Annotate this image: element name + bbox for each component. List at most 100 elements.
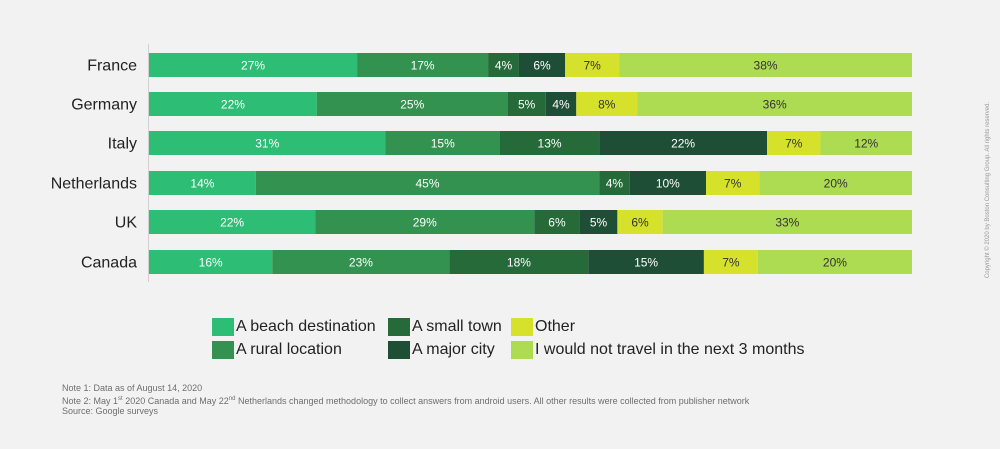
legend-item-a-small-town: A small town xyxy=(388,318,510,336)
bar-segment-canada-a-rural-location xyxy=(272,250,450,274)
bar-segment-france-a-beach-destination xyxy=(149,53,358,77)
legend-item-i-would-not-travel-in-the-next-3-months: I would not travel in the next 3 months xyxy=(511,341,804,359)
bar-segment-uk-i-would-not-travel-in-the-next-3-months xyxy=(662,210,912,234)
bar-segment-uk-a-rural-location xyxy=(315,210,535,234)
bar-segment-italy-other xyxy=(767,131,821,155)
legend-swatch xyxy=(388,318,410,336)
data-label: 29% xyxy=(413,216,437,230)
data-label: 6% xyxy=(533,59,551,73)
data-label: 16% xyxy=(199,256,223,270)
bar-segment-germany-a-major-city xyxy=(545,92,577,116)
data-label: 4% xyxy=(495,59,513,73)
data-label: 22% xyxy=(220,216,244,230)
legend-label: A small town xyxy=(412,318,502,335)
bar-segment-germany-a-beach-destination xyxy=(149,92,317,116)
bar-segment-germany-other xyxy=(576,92,638,116)
data-label: 7% xyxy=(785,137,803,151)
data-label: 38% xyxy=(754,59,778,73)
bar-segment-uk-a-major-city xyxy=(579,210,618,234)
data-label: 10% xyxy=(656,177,680,191)
data-label: 20% xyxy=(823,256,847,270)
bar-segment-canada-a-beach-destination xyxy=(149,250,273,274)
legend-item-a-beach-destination: A beach destination xyxy=(212,318,387,336)
data-label: 5% xyxy=(590,216,608,230)
bar-segment-france-a-rural-location xyxy=(357,53,489,77)
legend-swatch xyxy=(388,341,410,359)
bar-segment-germany-a-rural-location xyxy=(316,92,508,116)
category-label: UK xyxy=(115,215,138,232)
data-label: 22% xyxy=(671,137,695,151)
category-label: Germany xyxy=(71,97,137,114)
bar-segment-france-other xyxy=(565,53,620,77)
note-1: Note 1: Data as of August 14, 2020 xyxy=(62,383,203,393)
data-label: 25% xyxy=(400,98,424,112)
category-label: France xyxy=(87,58,137,75)
bar-segment-netherlands-a-rural-location xyxy=(255,171,600,195)
legend-swatch xyxy=(212,318,234,336)
data-label: 7% xyxy=(724,177,742,191)
bar-segment-germany-a-small-town xyxy=(507,92,546,116)
data-label: 31% xyxy=(255,137,279,151)
bar-segment-netherlands-i-would-not-travel-in-the-next-3-months xyxy=(759,171,912,195)
legend-label: A rural location xyxy=(236,341,342,358)
bar-segment-canada-other xyxy=(703,250,758,274)
data-label: 6% xyxy=(548,216,566,230)
category-label: Canada xyxy=(81,255,137,272)
legend-swatch xyxy=(511,341,533,359)
bar-segment-canada-i-would-not-travel-in-the-next-3-months xyxy=(757,250,912,274)
bar-segment-italy-i-would-not-travel-in-the-next-3-months xyxy=(820,131,912,155)
data-label: 20% xyxy=(824,177,848,191)
bar-segment-netherlands-other xyxy=(705,171,760,195)
bar-segment-uk-a-beach-destination xyxy=(149,210,316,234)
data-label: 13% xyxy=(538,137,562,151)
data-label: 7% xyxy=(722,256,740,270)
legend-label: A major city xyxy=(412,341,495,358)
category-label: Italy xyxy=(108,136,137,153)
data-label: 18% xyxy=(507,256,531,270)
legend-label: I would not travel in the next 3 months xyxy=(535,341,805,358)
data-label: 14% xyxy=(190,177,214,191)
bar-segment-italy-a-small-town xyxy=(499,131,600,155)
legend-item-a-rural-location: A rural location xyxy=(212,341,387,359)
legend-label: Other xyxy=(535,318,576,335)
bar-segment-uk-a-small-town xyxy=(534,210,580,234)
bar-segment-netherlands-a-major-city xyxy=(629,171,706,195)
note-2: Note 2: May 1st 2020 Canada and May 22nd… xyxy=(62,395,750,406)
bar-segment-netherlands-a-beach-destination xyxy=(149,171,256,195)
data-label: 15% xyxy=(431,137,455,151)
data-label: 8% xyxy=(598,98,616,112)
data-label: 23% xyxy=(349,256,373,270)
data-label: 4% xyxy=(552,98,570,112)
category-label: Netherlands xyxy=(51,176,137,193)
data-label: 4% xyxy=(606,177,624,191)
legend: A beach destination A small town Other A ru… xyxy=(212,318,804,359)
data-label: 22% xyxy=(221,98,245,112)
bar-segment-france-a-small-town xyxy=(488,53,519,77)
data-label: 5% xyxy=(518,98,536,112)
bar-segment-italy-a-beach-destination xyxy=(149,131,386,155)
bar-segment-canada-a-major-city xyxy=(588,250,704,274)
chart-notes: Note 1: Data as of August 14, 2020 Note … xyxy=(62,383,749,417)
bar-segment-italy-a-major-city xyxy=(599,131,768,155)
source-note: Source: Google surveys xyxy=(62,406,159,416)
legend-swatch xyxy=(212,341,234,359)
data-label: 27% xyxy=(241,59,265,73)
bar-segment-france-a-major-city xyxy=(518,53,566,77)
data-label: 36% xyxy=(763,98,787,112)
data-label: 7% xyxy=(583,59,601,73)
legend-swatch xyxy=(511,318,533,336)
bar-segment-netherlands-a-small-town xyxy=(599,171,630,195)
legend-label: A beach destination xyxy=(236,318,376,335)
copyright-text: Copyright © 2020 by Boston Consulting Gr… xyxy=(985,101,991,279)
data-label: 15% xyxy=(634,256,658,270)
data-label: 33% xyxy=(775,216,799,230)
legend-item-other: Other xyxy=(511,318,804,336)
data-label: 45% xyxy=(415,177,439,191)
data-label: 12% xyxy=(854,137,878,151)
bar-segment-france-i-would-not-travel-in-the-next-3-months xyxy=(619,53,912,77)
bar-segment-canada-a-small-town xyxy=(449,250,589,274)
data-label: 6% xyxy=(631,216,649,230)
legend-item-a-major-city: A major city xyxy=(388,341,510,359)
